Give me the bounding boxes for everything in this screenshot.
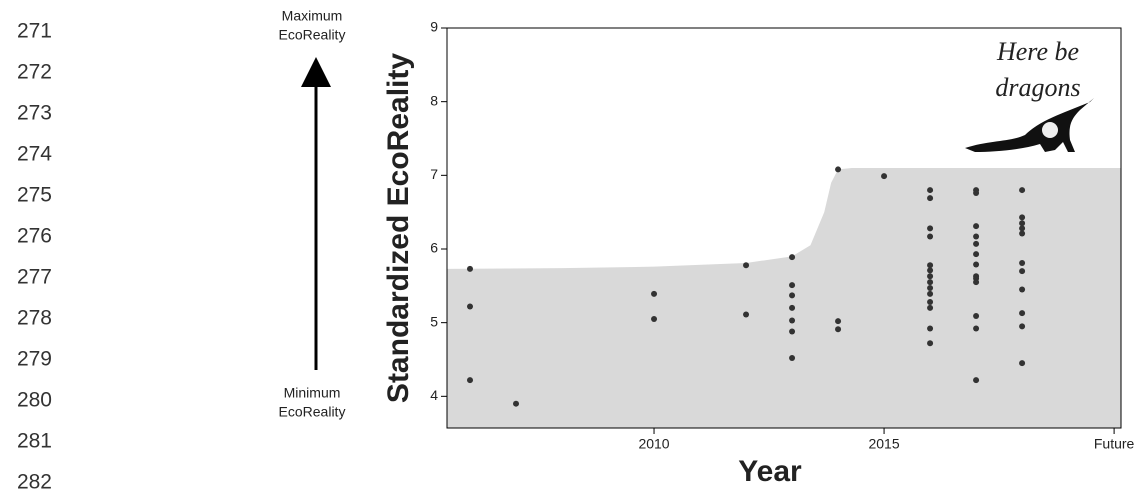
point — [1019, 187, 1025, 193]
annotation: EcoReality — [279, 27, 346, 43]
point — [789, 254, 795, 260]
annotation: dragons — [995, 73, 1080, 102]
point — [973, 261, 979, 267]
point — [973, 241, 979, 247]
point — [1019, 287, 1025, 293]
point — [973, 313, 979, 319]
point — [927, 195, 933, 201]
point — [1019, 360, 1025, 366]
point — [789, 328, 795, 334]
point — [835, 166, 841, 172]
line-number: 279 — [17, 348, 52, 371]
dragon-eye — [1042, 122, 1058, 138]
line-number: 278 — [17, 307, 52, 330]
y-tick-label: 6 — [430, 240, 438, 256]
line-number: 274 — [17, 143, 52, 166]
point — [789, 292, 795, 298]
area — [447, 168, 1121, 428]
y-tick-label: 9 — [430, 19, 438, 35]
point — [927, 187, 933, 193]
x-tick-label: 2010 — [638, 436, 669, 452]
annotation: EcoReality — [279, 404, 346, 420]
x-axis-label: Year — [738, 455, 802, 488]
x-tick-label: Future — [1094, 436, 1135, 452]
point — [789, 317, 795, 323]
line-number: 275 — [17, 184, 52, 207]
point — [1019, 231, 1025, 237]
point — [743, 312, 749, 318]
line-number: 276 — [17, 225, 52, 248]
point — [513, 401, 519, 407]
point — [927, 279, 933, 285]
point — [1019, 323, 1025, 329]
y-tick-label: 4 — [430, 387, 438, 403]
line-number: 273 — [17, 102, 52, 125]
y-tick-label: 7 — [430, 166, 438, 182]
point — [927, 267, 933, 273]
point — [881, 173, 887, 179]
figure: Maximum EcoReality Minimum EcoReality St… — [0, 0, 1143, 492]
point — [927, 273, 933, 279]
point — [467, 266, 473, 272]
point — [973, 377, 979, 383]
point — [1019, 214, 1025, 220]
point — [973, 190, 979, 196]
point — [1019, 310, 1025, 316]
point — [651, 291, 657, 297]
point — [743, 262, 749, 268]
annotation: Maximum — [282, 8, 343, 24]
point — [927, 233, 933, 239]
point — [927, 340, 933, 346]
line-number: 282 — [17, 471, 52, 492]
point — [467, 377, 473, 383]
y-tick-label: 5 — [430, 313, 438, 329]
line-number: 272 — [17, 61, 52, 84]
y-tick-label: 8 — [430, 92, 438, 108]
dragon — [965, 98, 1094, 152]
line-number: 280 — [17, 389, 52, 412]
point — [973, 326, 979, 332]
line-number: 277 — [17, 266, 52, 289]
point — [467, 303, 473, 309]
x-tick-label: 2015 — [868, 436, 899, 452]
annotation: Here be — [996, 37, 1079, 66]
point — [789, 355, 795, 361]
point — [651, 316, 657, 322]
point — [789, 282, 795, 288]
point — [973, 233, 979, 239]
point — [927, 285, 933, 291]
point — [835, 318, 841, 324]
y-axis-label: Standardized EcoReality — [382, 53, 415, 403]
point — [1019, 225, 1025, 231]
point — [973, 251, 979, 257]
point — [927, 299, 933, 305]
line-number: 271 — [17, 20, 52, 43]
point — [927, 326, 933, 332]
point — [927, 262, 933, 268]
point — [1019, 220, 1025, 226]
point — [973, 279, 979, 285]
point — [1019, 268, 1025, 274]
point — [927, 305, 933, 311]
point — [789, 305, 795, 311]
line-number: 281 — [17, 430, 52, 453]
point — [835, 326, 841, 332]
point — [973, 223, 979, 229]
point — [1019, 260, 1025, 266]
point — [927, 291, 933, 297]
annotation: Minimum — [284, 385, 341, 401]
point — [927, 225, 933, 231]
